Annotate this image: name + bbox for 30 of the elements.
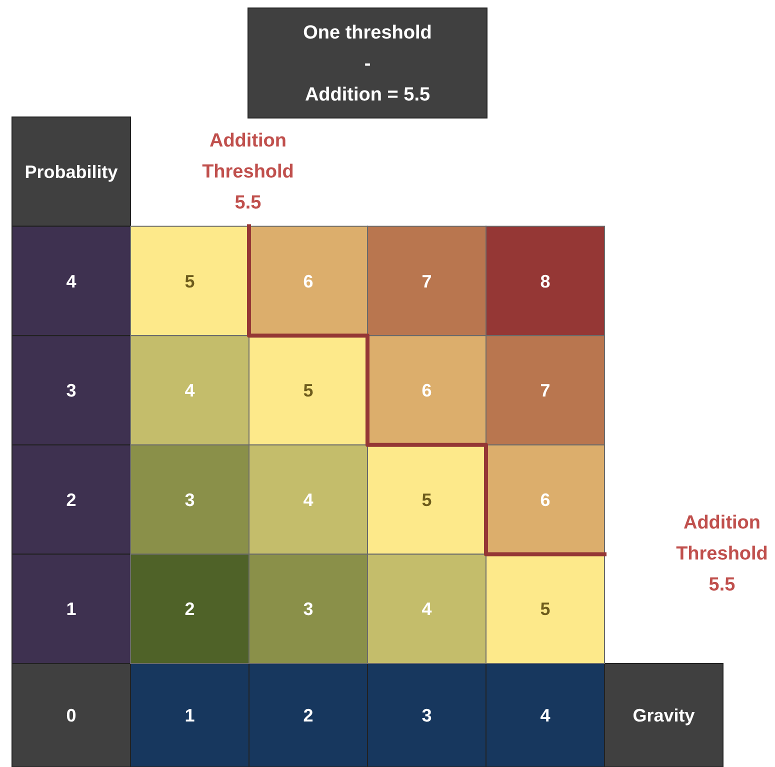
data-label: 4 <box>422 599 432 620</box>
data-label: 7 <box>540 380 550 401</box>
data-label: 5 <box>540 599 550 620</box>
x-tick-label: 3 <box>422 706 432 726</box>
y-tick-label: 3 <box>66 380 76 401</box>
data-label: 5 <box>184 271 195 292</box>
y-tick-label: 2 <box>66 490 76 510</box>
y-tick-label: 4 <box>66 271 76 292</box>
data-label: 5 <box>303 380 314 401</box>
data-label: 6 <box>303 271 314 292</box>
data-label: 4 <box>303 490 314 510</box>
y-tick-label: 1 <box>66 599 76 620</box>
text: Addition Threshold 5.5 <box>676 512 768 596</box>
data-label: 2 <box>184 599 195 620</box>
data-label: 8 <box>540 271 550 292</box>
data-label: 5 <box>422 490 432 510</box>
data-label: 6 <box>422 380 432 401</box>
x-tick-label: 4 <box>540 706 550 726</box>
chart-title: One threshold - Addition = 5.5 <box>303 22 432 106</box>
data-label: 6 <box>540 490 550 510</box>
y-axis-title: Probability <box>24 162 118 182</box>
x-tick-label: 2 <box>303 706 314 726</box>
data-label: 3 <box>184 490 195 510</box>
text: Addition Threshold 5.5 <box>202 130 294 214</box>
x-axis-title: Gravity <box>632 706 695 726</box>
data-label: 7 <box>422 271 432 292</box>
data-label: 4 <box>184 380 195 401</box>
text: 0 <box>66 706 76 726</box>
data-label: 3 <box>303 599 314 620</box>
x-tick-label: 1 <box>184 706 195 726</box>
